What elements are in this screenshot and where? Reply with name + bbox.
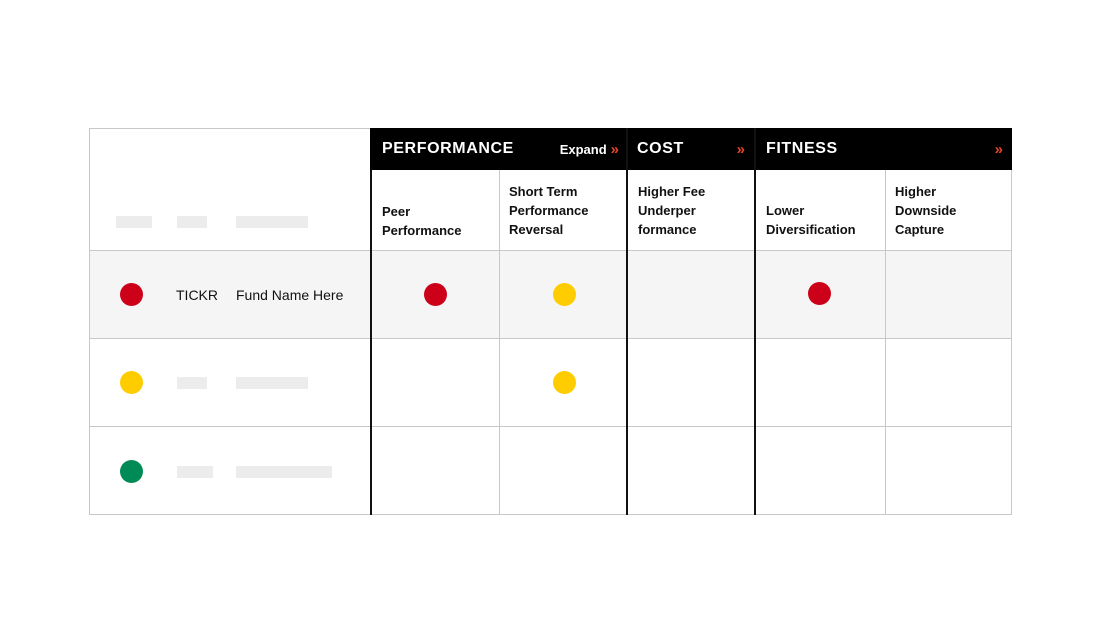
cost-expand-button[interactable]: » <box>736 128 746 170</box>
chevron-double-right-icon: » <box>610 140 620 158</box>
ticker-placeholder <box>177 377 207 389</box>
col-line-peer <box>499 170 500 515</box>
fund-name-placeholder <box>236 466 332 478</box>
fund-column-frame <box>89 128 371 515</box>
chevron-double-right-icon: » <box>736 140 746 158</box>
fund-name: Fund Name Here <box>236 287 344 303</box>
row-line-1 <box>89 338 1012 339</box>
fitness-expand-button[interactable]: » <box>994 128 1004 170</box>
status-indicator-green <box>120 460 143 483</box>
flag-short-term-reversal-yellow <box>553 283 576 306</box>
fitness-title: FITNESS <box>766 140 838 157</box>
flag-lower-diversification-red <box>808 282 831 305</box>
fund-scorecard-table: PERFORMANCE Expand » COST » FITNESS » Pe… <box>89 128 1012 516</box>
fitness-group-header: FITNESS » <box>756 128 1012 170</box>
col-header-short-term-reversal: Short Term Performance Reversal <box>509 184 589 237</box>
fitness-group-divider <box>754 128 756 515</box>
header-placeholder-name <box>236 216 308 228</box>
status-indicator-red <box>120 283 143 306</box>
fund-name-placeholder <box>236 377 308 389</box>
col-header-higher-downside: Higher Downside Capture <box>895 184 957 237</box>
flag-peer-performance-red <box>424 283 447 306</box>
cost-group-header: COST » <box>628 128 754 170</box>
performance-group-header: PERFORMANCE Expand » <box>370 128 626 170</box>
right-border <box>1011 170 1012 515</box>
col-header-peer-performance: Peer Performance <box>382 204 462 238</box>
row-highlight <box>90 251 1011 338</box>
table-bottom-line <box>89 514 1012 515</box>
ticker-placeholder <box>177 466 213 478</box>
header-placeholder-ticker <box>177 216 207 228</box>
col-header-higher-fee: Higher Fee Underper formance <box>638 184 706 237</box>
col-header-lower-diversification: Lower Diversification <box>766 203 856 237</box>
status-indicator-yellow <box>120 371 143 394</box>
cost-group-divider <box>626 128 628 515</box>
performance-title: PERFORMANCE <box>382 140 514 157</box>
cost-title: COST <box>637 140 684 157</box>
row-line-2 <box>89 426 1012 427</box>
expand-button[interactable]: Expand » <box>559 128 620 170</box>
header-placeholder-status <box>116 216 152 228</box>
fund-ticker: TICKR <box>176 287 218 303</box>
col-line-fitness-split <box>885 170 886 515</box>
flag-short-term-reversal-yellow <box>553 371 576 394</box>
performance-group-divider <box>370 128 372 515</box>
expand-label: Expand <box>559 141 607 157</box>
header-bottom-line <box>89 250 1012 251</box>
chevron-double-right-icon: » <box>994 140 1004 158</box>
